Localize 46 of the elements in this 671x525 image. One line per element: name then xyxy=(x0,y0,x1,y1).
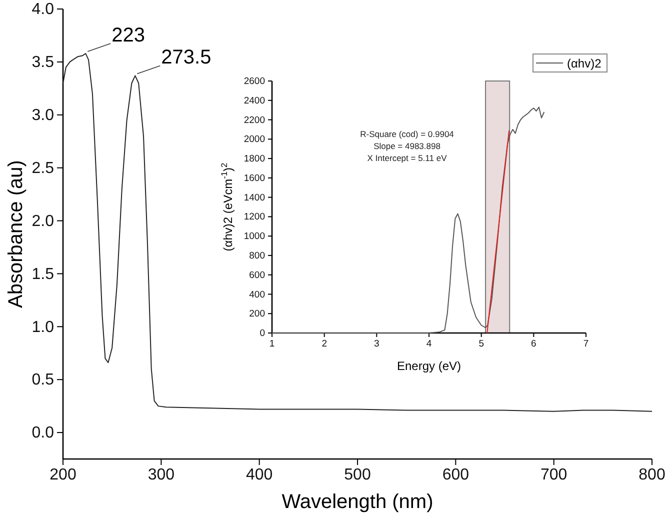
y-tick-label: 2200 xyxy=(244,114,265,126)
x-tick-label: 6 xyxy=(531,338,536,350)
x-tick-label: 4 xyxy=(426,338,432,350)
y-tick-label: 800 xyxy=(249,250,265,262)
x-tick-label: 3 xyxy=(374,338,380,350)
x-tick-label: 500 xyxy=(344,466,371,484)
x-tick-label: 1 xyxy=(269,338,275,350)
x-tick-label: 300 xyxy=(148,466,175,484)
y-axis-title: Absorbance (au) xyxy=(5,160,27,308)
y-tick-label: 600 xyxy=(249,270,265,281)
y-tick-label: 1800 xyxy=(244,154,265,165)
annotation: X Intercept = 5.11 eV xyxy=(367,153,448,163)
x-tick-label: 7 xyxy=(583,338,589,350)
annotation: 273.5 xyxy=(161,46,212,69)
x-tick-label: 700 xyxy=(540,466,568,484)
y-tick-label: 1.0 xyxy=(32,318,54,336)
x-tick-label: 800 xyxy=(638,466,666,484)
x-tick-label: 2 xyxy=(322,338,327,350)
legend-label: (αhv)2 xyxy=(567,56,602,70)
y-tick-label: 1.5 xyxy=(32,266,54,283)
x-axis-title: Energy (eV) xyxy=(396,359,462,373)
y-tick-label: 1200 xyxy=(244,212,265,223)
y-tick-label: 3.5 xyxy=(32,54,54,72)
y-tick-label: 200 xyxy=(249,308,265,320)
x-tick-label: 200 xyxy=(50,466,76,484)
y-tick-label: 4.0 xyxy=(32,1,54,18)
y-tick-label: 1600 xyxy=(244,172,265,184)
y-tick-label: 3.0 xyxy=(32,107,54,124)
y-tick-label: 0 xyxy=(260,328,265,340)
annotation: Slope = 4983.898 xyxy=(374,141,441,151)
y-tick-label: 0.0 xyxy=(32,424,54,442)
line-series xyxy=(272,106,545,334)
annotation: R-Square (cod) = 0.9904 xyxy=(360,129,454,139)
y-tick-label: 2400 xyxy=(244,95,265,106)
y-tick-label: 1000 xyxy=(244,231,265,242)
y-tick-label: 1400 xyxy=(244,192,265,204)
x-axis-title: Wavelength (nm) xyxy=(282,491,434,513)
y-tick-label: 400 xyxy=(249,289,265,300)
y-tick-label: 0.5 xyxy=(32,372,54,389)
x-tick-label: 600 xyxy=(442,466,470,484)
annotation: 223 xyxy=(112,24,145,46)
y-tick-label: 2.0 xyxy=(32,212,54,230)
x-tick-label: 5 xyxy=(478,338,484,350)
y-tick-label: 2000 xyxy=(244,134,265,146)
y-tick-label: 2.5 xyxy=(32,160,54,177)
y-tick-label: 2600 xyxy=(244,76,265,88)
